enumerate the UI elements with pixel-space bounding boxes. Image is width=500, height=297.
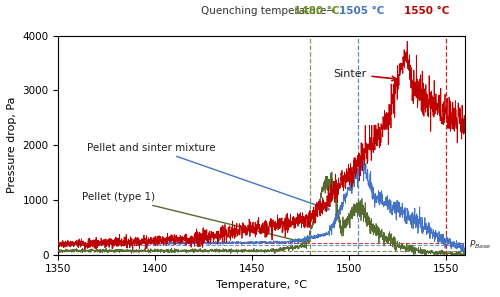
Text: 1480 °C: 1480 °C — [294, 6, 340, 16]
Text: Pellet and sinter mixture: Pellet and sinter mixture — [88, 143, 329, 210]
Text: Sinter: Sinter — [334, 69, 396, 81]
Text: 1505 °C: 1505 °C — [339, 6, 384, 16]
Text: $P_{Base}$: $P_{Base}$ — [469, 238, 492, 251]
Text: Pellet (type 1): Pellet (type 1) — [82, 192, 306, 244]
Text: Quenching temperature→: Quenching temperature→ — [200, 6, 335, 16]
X-axis label: Temperature, °C: Temperature, °C — [216, 280, 307, 290]
Text: 1550 °C: 1550 °C — [404, 6, 450, 16]
Y-axis label: Pressure drop, Pa: Pressure drop, Pa — [7, 97, 17, 193]
